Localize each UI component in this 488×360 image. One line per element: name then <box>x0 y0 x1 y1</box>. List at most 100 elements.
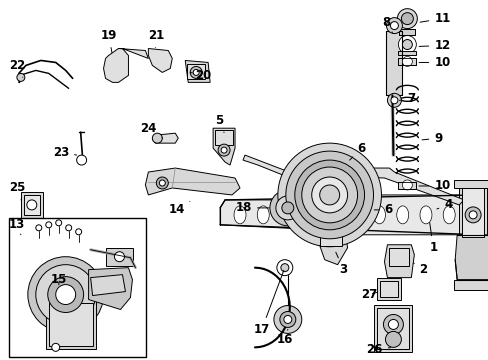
Circle shape <box>46 222 52 228</box>
Text: 26: 26 <box>366 343 390 356</box>
Polygon shape <box>103 49 128 82</box>
Text: 7: 7 <box>399 92 415 105</box>
Circle shape <box>468 211 476 219</box>
Polygon shape <box>152 133 178 143</box>
Circle shape <box>283 315 291 323</box>
Ellipse shape <box>373 206 385 224</box>
Text: 24: 24 <box>140 122 162 138</box>
Text: 10: 10 <box>418 56 449 69</box>
Circle shape <box>383 315 403 334</box>
Circle shape <box>152 133 162 143</box>
Bar <box>105 248 133 266</box>
Circle shape <box>340 158 348 166</box>
Circle shape <box>275 196 299 220</box>
Text: 19: 19 <box>101 29 117 53</box>
Polygon shape <box>384 245 413 278</box>
Bar <box>24 195 40 215</box>
Polygon shape <box>88 268 132 310</box>
Text: 12: 12 <box>418 39 449 52</box>
Circle shape <box>17 73 25 81</box>
Circle shape <box>385 332 401 347</box>
Circle shape <box>365 202 377 214</box>
Polygon shape <box>317 225 347 265</box>
Ellipse shape <box>419 206 431 224</box>
Bar <box>187 64 205 80</box>
Bar <box>388 248 408 266</box>
Text: 27: 27 <box>361 288 377 301</box>
Text: 11: 11 <box>419 12 449 25</box>
Polygon shape <box>243 155 307 185</box>
Circle shape <box>397 9 416 28</box>
Circle shape <box>464 207 480 223</box>
Circle shape <box>159 180 165 186</box>
Circle shape <box>402 180 411 190</box>
Polygon shape <box>213 128 235 165</box>
Ellipse shape <box>303 206 315 224</box>
Circle shape <box>36 265 95 324</box>
Circle shape <box>218 144 229 156</box>
Polygon shape <box>307 168 463 205</box>
Bar <box>453 180 487 188</box>
Circle shape <box>294 160 364 230</box>
Polygon shape <box>386 31 402 95</box>
Polygon shape <box>454 235 488 280</box>
Ellipse shape <box>280 206 292 224</box>
Circle shape <box>65 225 72 231</box>
Circle shape <box>52 343 60 351</box>
Text: 21: 21 <box>148 29 164 48</box>
Circle shape <box>76 229 81 235</box>
Circle shape <box>114 252 124 262</box>
Text: 17: 17 <box>253 270 284 336</box>
Circle shape <box>28 257 103 332</box>
Circle shape <box>386 18 402 33</box>
Bar <box>374 305 411 352</box>
Bar <box>398 50 415 55</box>
Bar <box>398 182 415 189</box>
Bar <box>377 278 401 300</box>
Ellipse shape <box>326 206 338 224</box>
Text: 14: 14 <box>168 201 189 216</box>
Circle shape <box>77 155 86 165</box>
Circle shape <box>389 22 398 30</box>
Ellipse shape <box>349 206 362 224</box>
Bar <box>21 192 42 218</box>
Bar <box>398 58 415 66</box>
Text: 3: 3 <box>335 252 347 276</box>
Circle shape <box>336 154 352 170</box>
Bar <box>399 28 414 35</box>
Bar <box>380 280 398 297</box>
Ellipse shape <box>396 206 408 224</box>
Bar <box>9 218 146 357</box>
Text: 6: 6 <box>373 203 392 216</box>
Circle shape <box>221 147 226 153</box>
Text: 16: 16 <box>276 329 292 346</box>
Circle shape <box>402 57 411 67</box>
Circle shape <box>56 220 61 226</box>
Polygon shape <box>145 168 240 195</box>
Polygon shape <box>271 198 314 218</box>
Text: 4: 4 <box>436 198 451 211</box>
Circle shape <box>279 311 295 328</box>
Circle shape <box>398 36 415 54</box>
Circle shape <box>36 225 41 231</box>
Ellipse shape <box>234 206 245 224</box>
Polygon shape <box>185 60 210 82</box>
Polygon shape <box>118 49 148 58</box>
Text: 5: 5 <box>215 114 224 132</box>
Circle shape <box>386 93 401 107</box>
Text: 18: 18 <box>235 201 268 215</box>
Bar <box>49 302 92 346</box>
Text: 1: 1 <box>428 222 436 254</box>
Text: 10: 10 <box>418 180 449 193</box>
Circle shape <box>273 306 301 333</box>
Circle shape <box>276 260 292 276</box>
Circle shape <box>48 276 83 312</box>
Polygon shape <box>148 49 172 72</box>
Circle shape <box>311 177 347 213</box>
Circle shape <box>193 69 199 75</box>
Circle shape <box>280 264 288 272</box>
Text: 23: 23 <box>53 145 77 159</box>
Text: 8: 8 <box>382 16 392 32</box>
Bar <box>461 188 483 237</box>
Circle shape <box>401 13 412 24</box>
